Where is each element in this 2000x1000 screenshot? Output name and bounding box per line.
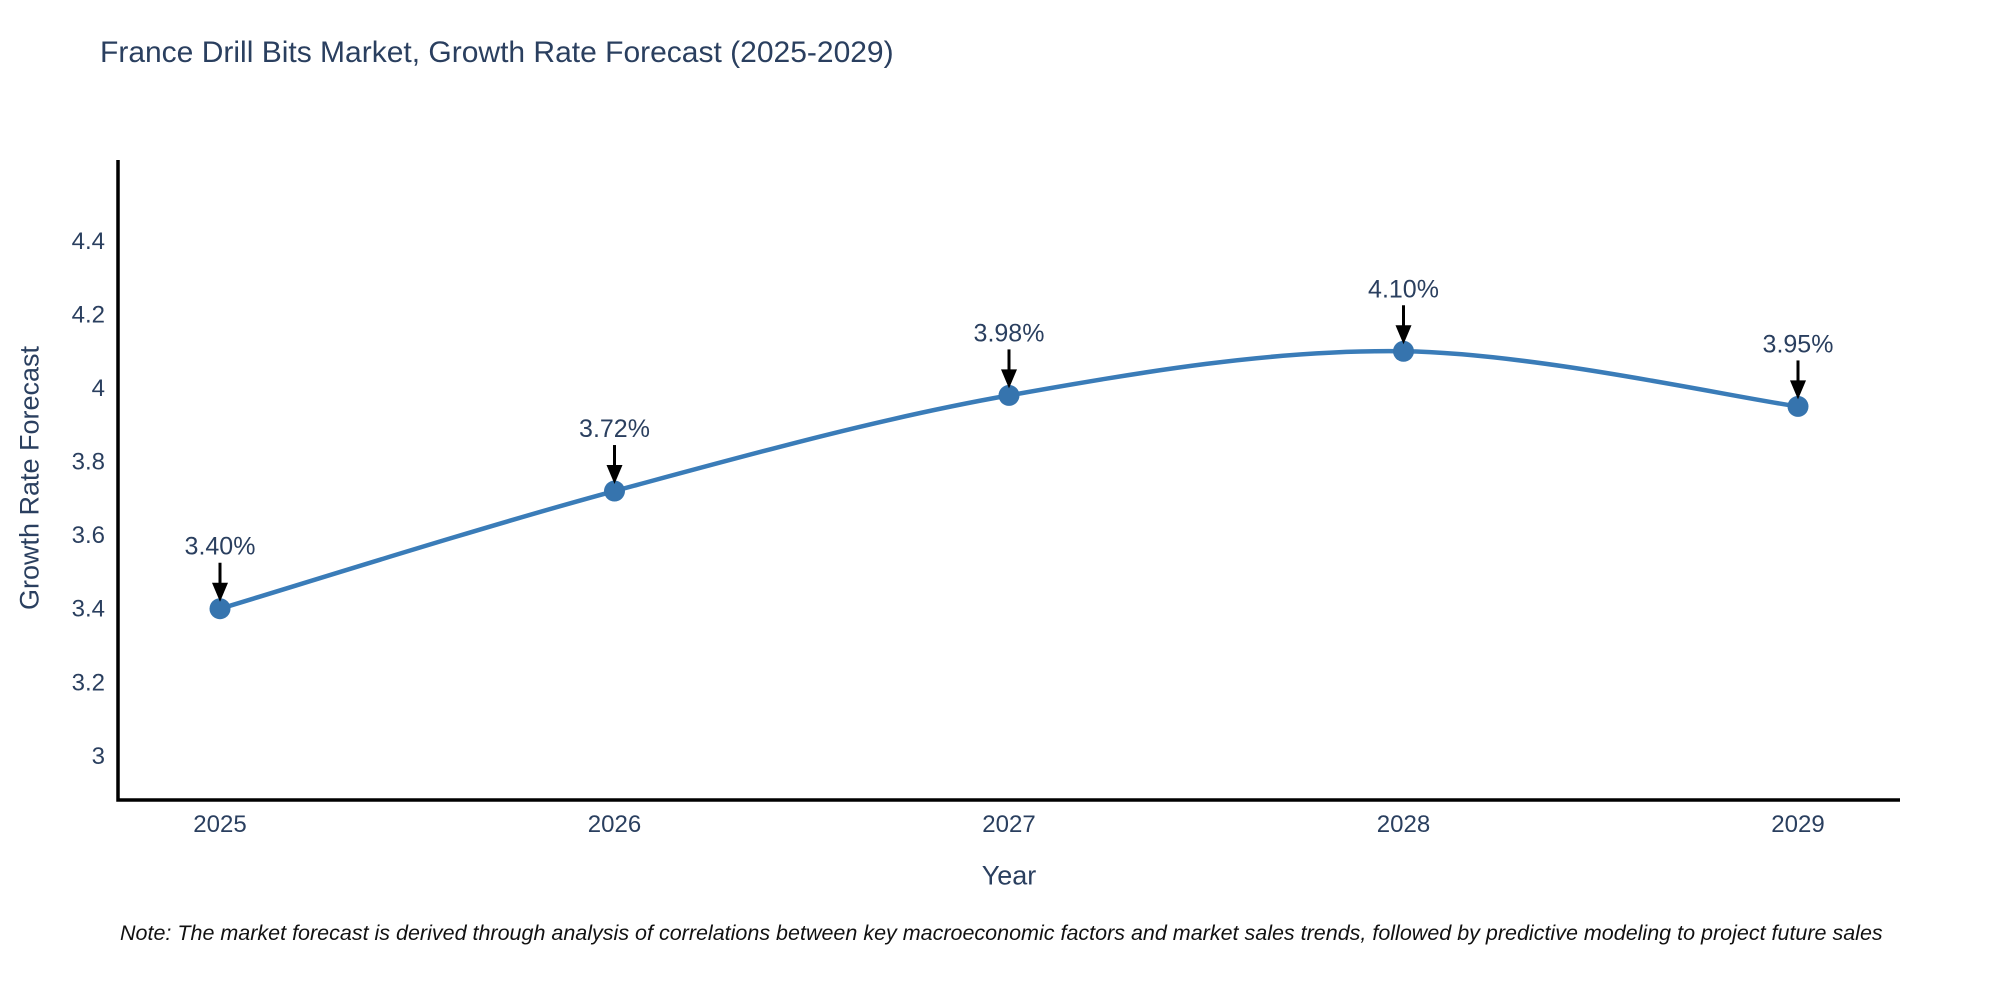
x-tick-label: 2027	[982, 811, 1035, 838]
y-tick-label: 3.4	[72, 596, 105, 623]
y-tick-label: 3.2	[72, 669, 105, 696]
y-tick-label: 4.2	[72, 301, 105, 328]
data-point-label: 3.72%	[579, 415, 650, 443]
x-tick-label: 2025	[193, 811, 246, 838]
y-tick-label: 3.8	[72, 449, 105, 476]
annotation-arrow-head	[606, 465, 623, 485]
annotation-arrow-head	[1395, 325, 1412, 345]
data-point-marker[interactable]	[209, 598, 231, 620]
annotation-arrow-head	[1790, 380, 1806, 400]
data-point-label: 3.40%	[185, 533, 256, 561]
x-tick-label: 2028	[1377, 811, 1430, 838]
chart-title: France Drill Bits Market, Growth Rate Fo…	[100, 36, 894, 69]
y-tick-label: 4.4	[72, 228, 105, 255]
data-point-marker[interactable]	[1787, 395, 1809, 417]
data-point-label: 3.95%	[1763, 330, 1834, 358]
x-tick-label: 2029	[1771, 811, 1824, 838]
y-tick-label: 3	[92, 743, 105, 770]
data-point-marker[interactable]	[998, 384, 1020, 406]
data-point-label: 3.98%	[974, 319, 1045, 347]
footnote: Note: The market forecast is derived thr…	[120, 921, 1883, 945]
axis-lines	[116, 160, 1900, 802]
data-point-label: 4.10%	[1368, 275, 1439, 303]
data-point-marker[interactable]	[604, 480, 625, 502]
annotation-arrow-head	[212, 582, 228, 602]
data-point-marker[interactable]	[1393, 340, 1414, 362]
annotation-arrow-head	[1001, 369, 1017, 389]
x-axis-title: Year	[981, 860, 1037, 891]
x-tick-label: 2026	[588, 811, 641, 838]
y-tick-label: 3.6	[72, 522, 105, 549]
y-tick-label: 4	[92, 375, 105, 402]
